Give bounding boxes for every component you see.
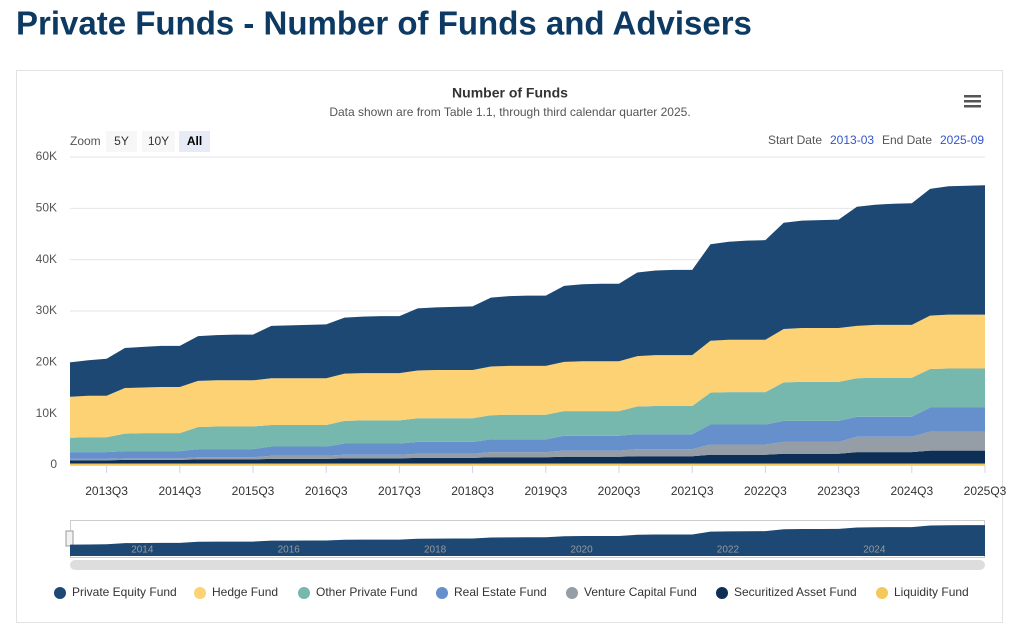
x-tick-label: 2014Q3 <box>158 484 201 498</box>
area <box>70 463 985 465</box>
zoom-button[interactable] <box>142 131 175 152</box>
navigator-label: 2014 <box>131 545 154 556</box>
zoom-button-label[interactable]: All <box>187 134 202 148</box>
navigator-label: 2016 <box>278 545 301 556</box>
x-tick-label: 2022Q3 <box>744 484 787 498</box>
x-tick-label: 2021Q3 <box>671 484 714 498</box>
navigator-label: 2020 <box>570 545 593 556</box>
area <box>70 368 985 453</box>
chart-subtitle: Data shown are from Table 1.1, through t… <box>329 105 690 119</box>
end-date-label: End Date <box>882 133 932 147</box>
navigator-label: 2018 <box>424 545 447 556</box>
x-tick-label: 2024Q3 <box>890 484 933 498</box>
zoom-button-active[interactable] <box>179 131 210 152</box>
area <box>70 185 985 397</box>
x-tick-label: 2019Q3 <box>524 484 567 498</box>
y-tick-label: 10K <box>36 406 57 420</box>
zoom-label: Zoom <box>70 134 101 148</box>
legend-label[interactable]: Hedge Fund <box>212 585 278 599</box>
zoom-button[interactable] <box>106 131 137 152</box>
zoom-button-label[interactable]: 5Y <box>114 134 129 148</box>
area <box>70 314 985 438</box>
area <box>70 450 985 464</box>
zoom-button-label[interactable]: 10Y <box>148 134 169 148</box>
menu-button[interactable] <box>964 95 981 108</box>
legend-label[interactable]: Other Private Fund <box>316 585 417 599</box>
x-tick-label: 2025Q3 <box>964 484 1007 498</box>
x-tick-label: 2018Q3 <box>451 484 494 498</box>
x-tick-label: 2015Q3 <box>232 484 275 498</box>
legend-marker[interactable] <box>876 587 888 599</box>
area <box>70 407 985 459</box>
y-tick-label: 30K <box>36 303 57 317</box>
y-tick-label: 50K <box>36 201 57 215</box>
scrollbar[interactable] <box>70 560 985 570</box>
legend-label[interactable]: Securitized Asset Fund <box>734 585 857 599</box>
navigator-area <box>70 525 985 556</box>
area <box>70 431 985 461</box>
menu-bar <box>964 105 981 108</box>
navigator-handle[interactable] <box>65 530 74 547</box>
x-tick-label: 2023Q3 <box>817 484 860 498</box>
y-tick-label: 60K <box>36 149 57 163</box>
legend-marker[interactable] <box>194 587 206 599</box>
legend-marker[interactable] <box>298 587 310 599</box>
x-tick-label: 2020Q3 <box>598 484 641 498</box>
legend-label[interactable]: Private Equity Fund <box>72 585 177 599</box>
legend-label[interactable]: Liquidity Fund <box>894 585 969 599</box>
start-date-input[interactable]: 2013-03 <box>830 133 874 147</box>
x-tick-label: 2013Q3 <box>85 484 128 498</box>
chart-title: Number of Funds <box>452 85 568 101</box>
navigator-label: 2024 <box>863 545 886 556</box>
start-date-label: Start Date <box>768 133 822 147</box>
page-title: Private Funds - Number of Funds and Advi… <box>16 5 752 42</box>
legend-marker[interactable] <box>54 587 66 599</box>
end-date-input[interactable]: 2025-09 <box>940 133 984 147</box>
legend-marker[interactable] <box>566 587 578 599</box>
y-tick-label: 0 <box>50 457 57 471</box>
y-tick-label: 20K <box>36 355 57 369</box>
navigator-label: 2022 <box>717 545 740 556</box>
menu-bar <box>964 100 981 103</box>
y-tick-label: 40K <box>36 252 57 266</box>
x-tick-label: 2016Q3 <box>305 484 348 498</box>
legend-marker[interactable] <box>716 587 728 599</box>
legend-label[interactable]: Real Estate Fund <box>454 585 547 599</box>
legend-label[interactable]: Venture Capital Fund <box>584 585 697 599</box>
legend-marker[interactable] <box>436 587 448 599</box>
menu-bar <box>964 95 981 98</box>
x-tick-label: 2017Q3 <box>378 484 421 498</box>
